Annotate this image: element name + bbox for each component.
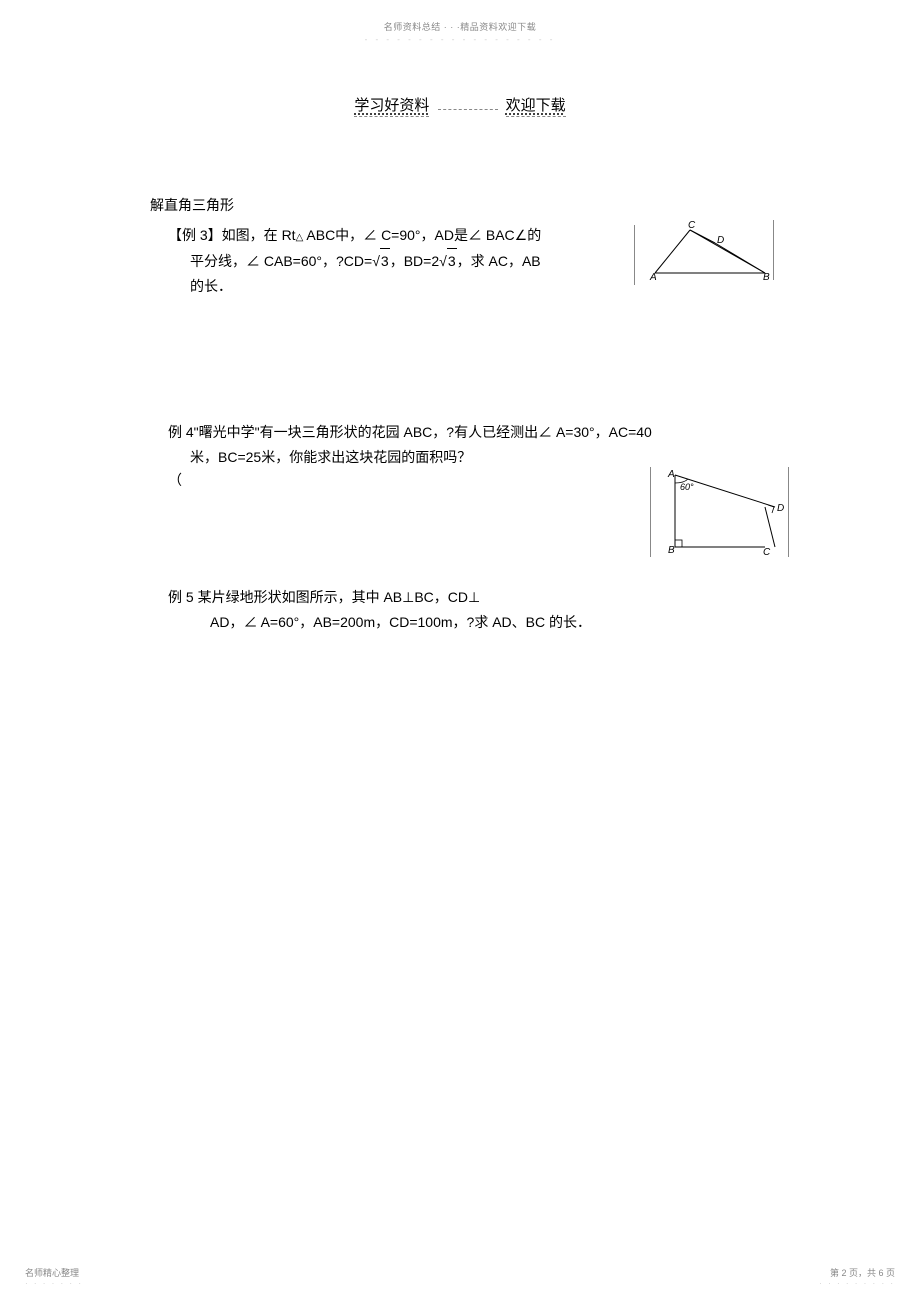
example-5-line2: AD，∠ A=60°，AB=200m，CD=100m，?求 AD、BC 的长． bbox=[150, 610, 770, 635]
page-title-right: 欢迎下载 bbox=[506, 97, 566, 117]
label-c: C bbox=[688, 220, 696, 231]
quadrilateral-figure-icon: A B C D 60° bbox=[660, 465, 790, 560]
separator-bar bbox=[634, 225, 635, 285]
figure-bar-left bbox=[650, 467, 651, 557]
example-5-line1: 例 5 某片绿地形状如图所示，其中 AB⊥BC，CD⊥ bbox=[150, 585, 770, 610]
label-a: A bbox=[649, 272, 657, 283]
figure-1: C A B D bbox=[645, 218, 775, 288]
footer-right: 第 2 页，共 6 页 · · · · · · · · · bbox=[819, 1266, 895, 1288]
page-title-left: 学习好资料 bbox=[354, 97, 429, 117]
label-angle: 60° bbox=[680, 482, 694, 492]
label-c2: C bbox=[763, 547, 771, 558]
section-title: 解直角三角形 bbox=[150, 195, 770, 215]
figure-bar-right bbox=[788, 467, 789, 557]
example-4-line1: 例 4"曙光中学"有一块三角形状的花园 ABC，?有人已经测出∠ A=30°，A… bbox=[150, 420, 770, 445]
label-b2: B bbox=[668, 545, 675, 556]
label-a2: A bbox=[667, 469, 675, 480]
page-title: 学习好资料 欢迎下载 bbox=[0, 94, 920, 115]
content-area: 解直角三角形 【例 3】如图，在 Rt△ ABC中，∠ C=90°，AD是∠ B… bbox=[0, 195, 920, 635]
footer: 名师精心整理 · · · · · · · 第 2 页，共 6 页 · · · ·… bbox=[0, 1266, 920, 1288]
triangle-figure-icon: C A B D bbox=[645, 218, 775, 283]
label-d2: D bbox=[777, 503, 784, 514]
label-b: B bbox=[763, 272, 770, 283]
footer-left: 名师精心整理 · · · · · · · bbox=[25, 1266, 83, 1288]
example-5-block: 例 5 某片绿地形状如图所示，其中 AB⊥BC，CD⊥ AD，∠ A=60°，A… bbox=[150, 585, 770, 635]
top-dotted-line: - - - - - - - - - - - - - - - - - - bbox=[0, 35, 920, 44]
figure-bar bbox=[773, 220, 774, 280]
example-3-block: 【例 3】如图，在 Rt△ ABC中，∠ C=90°，AD是∠ BAC∠的 平分… bbox=[150, 223, 770, 300]
figure-2: A B C D 60° bbox=[660, 465, 790, 565]
example-4-block: 例 4"曙光中学"有一块三角形状的花园 ABC，?有人已经测出∠ A=30°，A… bbox=[150, 420, 770, 490]
top-header: 名师资料总结 · · ·精品资料欢迎下载 bbox=[0, 0, 920, 33]
label-d: D bbox=[717, 235, 724, 246]
